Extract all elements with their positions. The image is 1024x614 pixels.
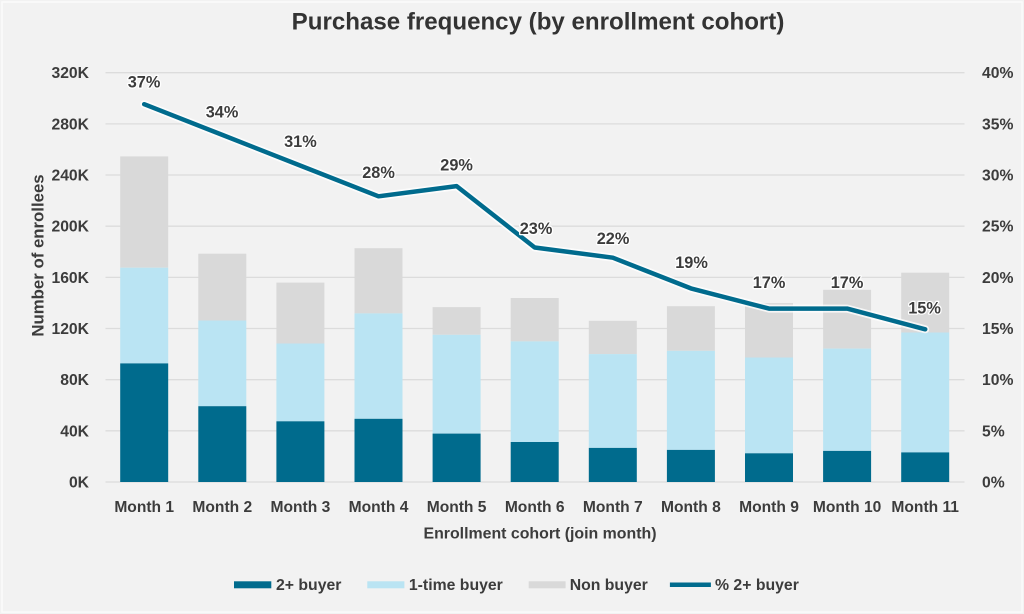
svg-text:Month 1: Month 1	[114, 499, 174, 516]
svg-text:Enrollment cohort (join month): Enrollment cohort (join month)	[423, 526, 656, 543]
svg-text:200K: 200K	[51, 219, 89, 236]
svg-text:34%: 34%	[206, 104, 239, 122]
svg-text:280K: 280K	[51, 116, 89, 133]
svg-text:19%: 19%	[675, 254, 708, 272]
svg-text:5%: 5%	[982, 423, 1005, 440]
svg-text:40%: 40%	[982, 65, 1013, 82]
svg-text:Month 2: Month 2	[192, 499, 252, 516]
svg-text:Month 7: Month 7	[583, 499, 643, 516]
svg-text:17%: 17%	[831, 274, 864, 292]
svg-text:Month 9: Month 9	[739, 499, 799, 516]
svg-text:25%: 25%	[982, 219, 1013, 236]
svg-text:160K: 160K	[51, 270, 89, 287]
svg-text:29%: 29%	[440, 157, 473, 175]
svg-text:80K: 80K	[60, 372, 89, 389]
svg-text:% 2+ buyer: % 2+ buyer	[715, 577, 799, 594]
svg-text:30%: 30%	[982, 168, 1013, 185]
svg-text:Month 5: Month 5	[427, 499, 487, 516]
svg-text:17%: 17%	[753, 274, 786, 292]
svg-text:Purchase frequency (by enrollm: Purchase frequency (by enrollment cohort…	[292, 9, 785, 36]
svg-text:Month 8: Month 8	[661, 499, 721, 516]
svg-text:22%: 22%	[597, 230, 630, 248]
svg-text:35%: 35%	[982, 116, 1013, 133]
svg-text:Month 11: Month 11	[891, 499, 959, 516]
svg-text:Month 6: Month 6	[505, 499, 565, 516]
svg-text:320K: 320K	[51, 65, 89, 82]
svg-text:37%: 37%	[128, 74, 161, 92]
svg-text:20%: 20%	[982, 270, 1013, 287]
svg-text:120K: 120K	[51, 321, 89, 338]
svg-text:Month 4: Month 4	[349, 499, 409, 516]
svg-text:0%: 0%	[982, 475, 1005, 492]
svg-text:2+ buyer: 2+ buyer	[276, 577, 341, 594]
svg-text:10%: 10%	[982, 372, 1013, 389]
svg-text:15%: 15%	[982, 321, 1013, 338]
svg-text:0K: 0K	[69, 475, 90, 492]
svg-text:40K: 40K	[60, 423, 89, 440]
svg-text:Number of enrollees: Number of enrollees	[29, 174, 48, 336]
svg-text:Non buyer: Non buyer	[570, 577, 648, 594]
svg-text:1-time buyer: 1-time buyer	[409, 577, 503, 594]
svg-text:Month 10: Month 10	[813, 499, 882, 516]
svg-text:23%: 23%	[520, 220, 553, 238]
svg-text:31%: 31%	[284, 133, 317, 151]
svg-text:240K: 240K	[51, 168, 89, 185]
svg-text:28%: 28%	[362, 164, 395, 182]
svg-text:Month 3: Month 3	[271, 499, 331, 516]
svg-text:15%: 15%	[908, 300, 941, 318]
